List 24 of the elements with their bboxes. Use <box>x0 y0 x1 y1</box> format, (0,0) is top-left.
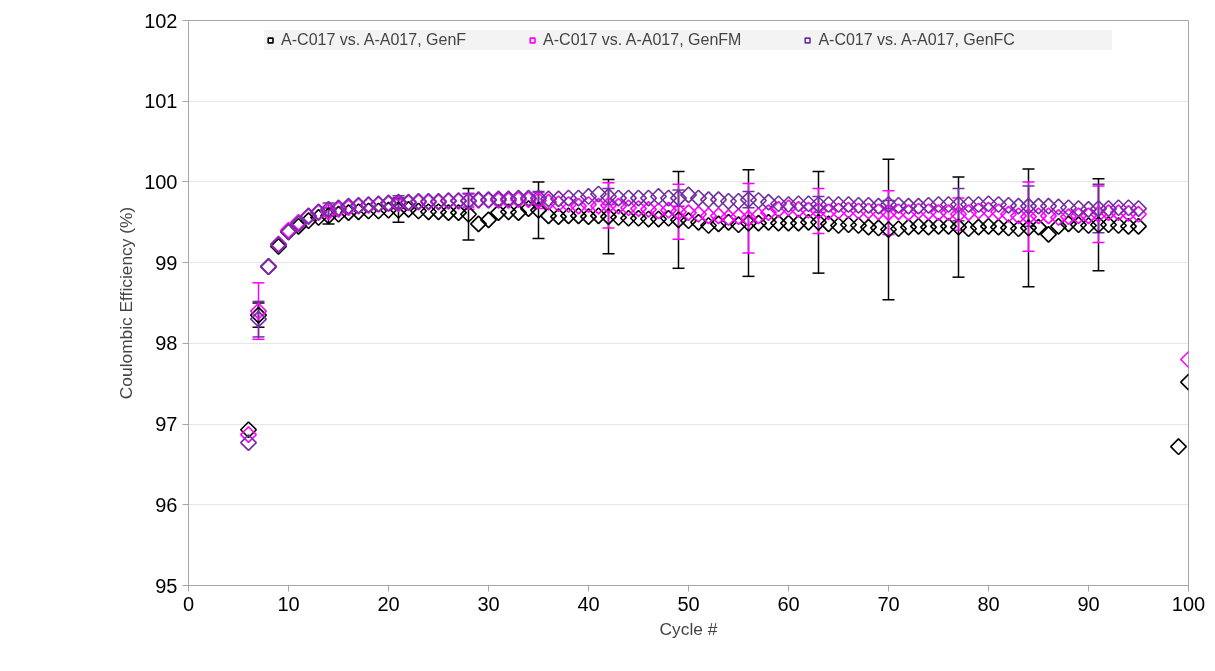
legend-label: A-C017 vs. A-A017, GenF <box>281 31 467 49</box>
x-axis-title: Cycle # <box>659 618 718 639</box>
y-tick-label: 101 <box>144 90 178 113</box>
x-tick-label: 0 <box>182 592 195 615</box>
x-tick-label: 70 <box>877 592 900 615</box>
x-tick-label: 40 <box>577 592 600 615</box>
x-tick-label: 60 <box>777 592 800 615</box>
x-tick-label: 50 <box>677 592 700 615</box>
legend-label: A-C017 vs. A-A017, GenFC <box>818 31 1015 49</box>
x-tick-label: 30 <box>477 592 500 615</box>
y-tick-label: 96 <box>155 493 178 516</box>
x-tick-label: 10 <box>277 592 300 615</box>
x-tick-label: 80 <box>977 592 1000 615</box>
y-tick-label: 100 <box>144 170 178 193</box>
y-tick-label: 99 <box>155 251 178 274</box>
x-tick-label: 100 <box>1171 592 1206 615</box>
x-tick-label: 90 <box>1077 592 1100 615</box>
y-tick-label: 97 <box>155 413 178 436</box>
y-axis-title: Coulombic Efficiency (%) <box>116 206 137 400</box>
y-tick-label: 102 <box>144 9 178 32</box>
y-tick-label: 95 <box>155 574 178 597</box>
x-tick-label: 20 <box>377 592 400 615</box>
y-tick-label: 98 <box>155 332 178 355</box>
legend-label: A-C017 vs. A-A017, GenFM <box>543 31 742 49</box>
